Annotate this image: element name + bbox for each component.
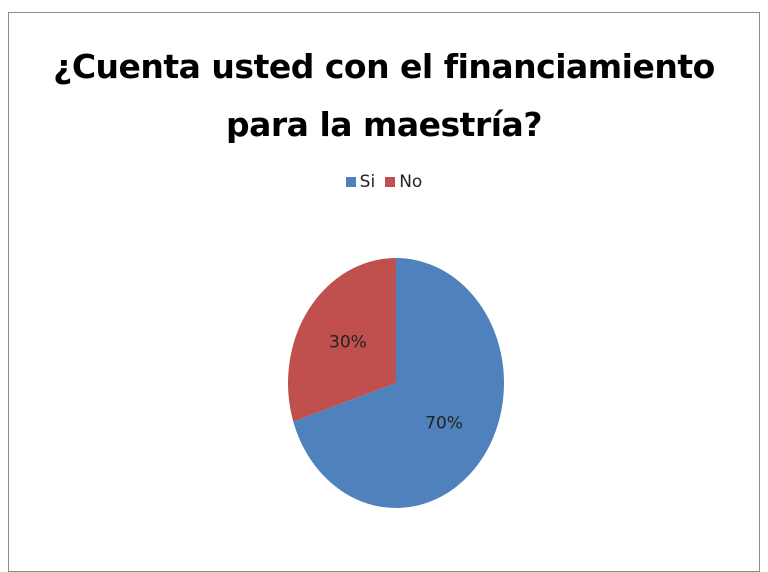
legend-item-no: No: [385, 172, 422, 192]
chart-title: ¿Cuenta usted con el financiamiento para…: [0, 38, 768, 154]
legend-item-si: Si: [345, 172, 376, 192]
pie-chart: 70% 30%: [287, 258, 504, 508]
pie-slice-no: [287, 258, 396, 422]
legend-swatch-si: [345, 177, 356, 187]
data-label-si: 70%: [425, 413, 463, 433]
chart-title-line-1: ¿Cuenta usted con el financiamiento: [53, 47, 715, 86]
pie-slice-si: [293, 258, 504, 508]
legend-label-no: No: [399, 172, 423, 192]
pie-slices: [287, 258, 504, 508]
pie-labels: 70% 30%: [329, 333, 463, 434]
data-label-no: 30%: [329, 333, 367, 353]
legend-swatch-no: [385, 177, 396, 187]
chart-title-line-2: para la maestría?: [226, 105, 542, 144]
legend-label-si: Si: [359, 172, 376, 192]
chart-legend: Si No: [0, 172, 768, 192]
